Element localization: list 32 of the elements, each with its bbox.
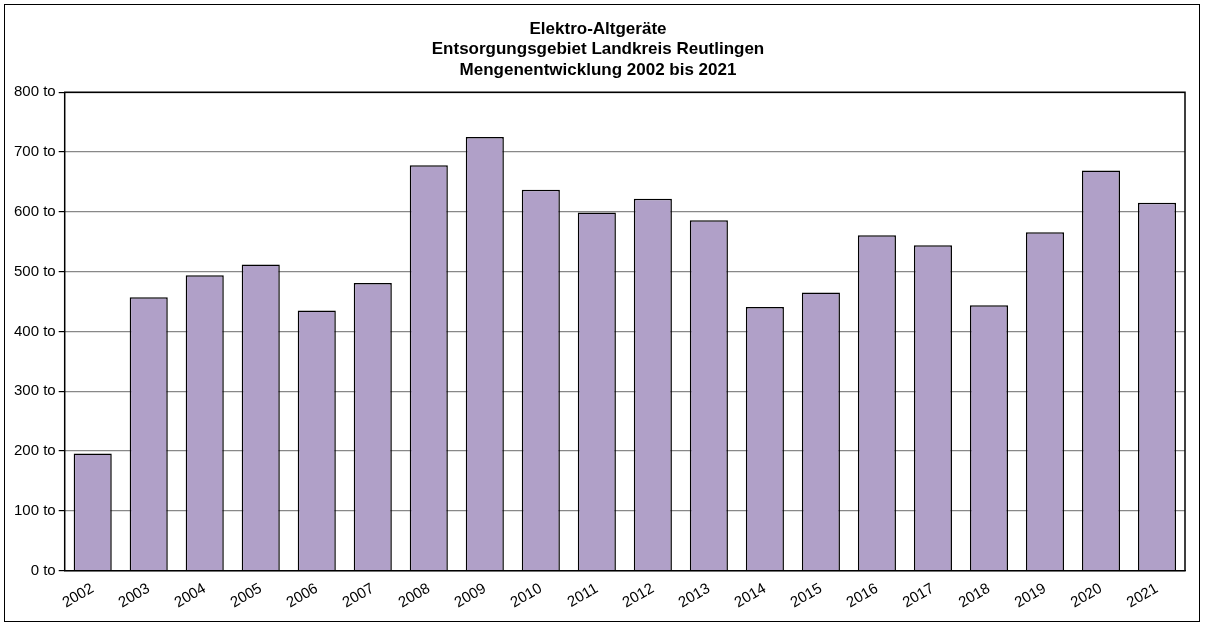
y-tick-label: 800 to [13, 82, 56, 100]
text: Entsorgungsgebiet Landkreis Reutlingen [431, 39, 765, 59]
y-tick-label: 0 to [30, 560, 56, 578]
y-tick-label: 500 to [13, 261, 56, 279]
y-tick-label: 400 to [13, 321, 56, 339]
x-tick-label: 2019 [1011, 578, 1049, 611]
x-tick-label: 2015 [787, 578, 825, 611]
x-tick-label: 2013 [675, 578, 713, 611]
x-tick-label: 2016 [843, 578, 881, 611]
x-tick-label: 2011 [564, 578, 601, 610]
x-tick-label: 2018 [955, 578, 993, 611]
x-tick-label: 2007 [338, 578, 377, 611]
text: Elektro-Altgeräte [529, 18, 667, 38]
y-tick-label: 100 to [13, 501, 56, 519]
y-tick-label: 300 to [13, 381, 56, 399]
x-tick-label: 2009 [451, 578, 489, 611]
y-tick-label: 700 to [13, 142, 56, 160]
x-tick-label: 2006 [282, 578, 321, 611]
x-tick-label: 2021 [1123, 578, 1161, 611]
x-tick-label: 2003 [114, 578, 153, 611]
x-tick-label: 2008 [394, 578, 433, 611]
x-tick-label: 2012 [619, 578, 657, 611]
x-tick-label: 2004 [170, 578, 209, 611]
y-tick-label: 600 to [13, 201, 56, 219]
text: Mengenentwicklung 2002 bis 2021 [459, 59, 737, 79]
y-tick-label: 200 to [13, 441, 56, 459]
x-tick-label: 2020 [1067, 578, 1105, 611]
x-tick-label: 2010 [507, 578, 545, 611]
x-tick-label: 2005 [226, 578, 265, 611]
x-tick-label: 2014 [731, 578, 769, 611]
x-tick-label: 2002 [58, 578, 97, 611]
x-tick-label: 2017 [899, 578, 937, 611]
